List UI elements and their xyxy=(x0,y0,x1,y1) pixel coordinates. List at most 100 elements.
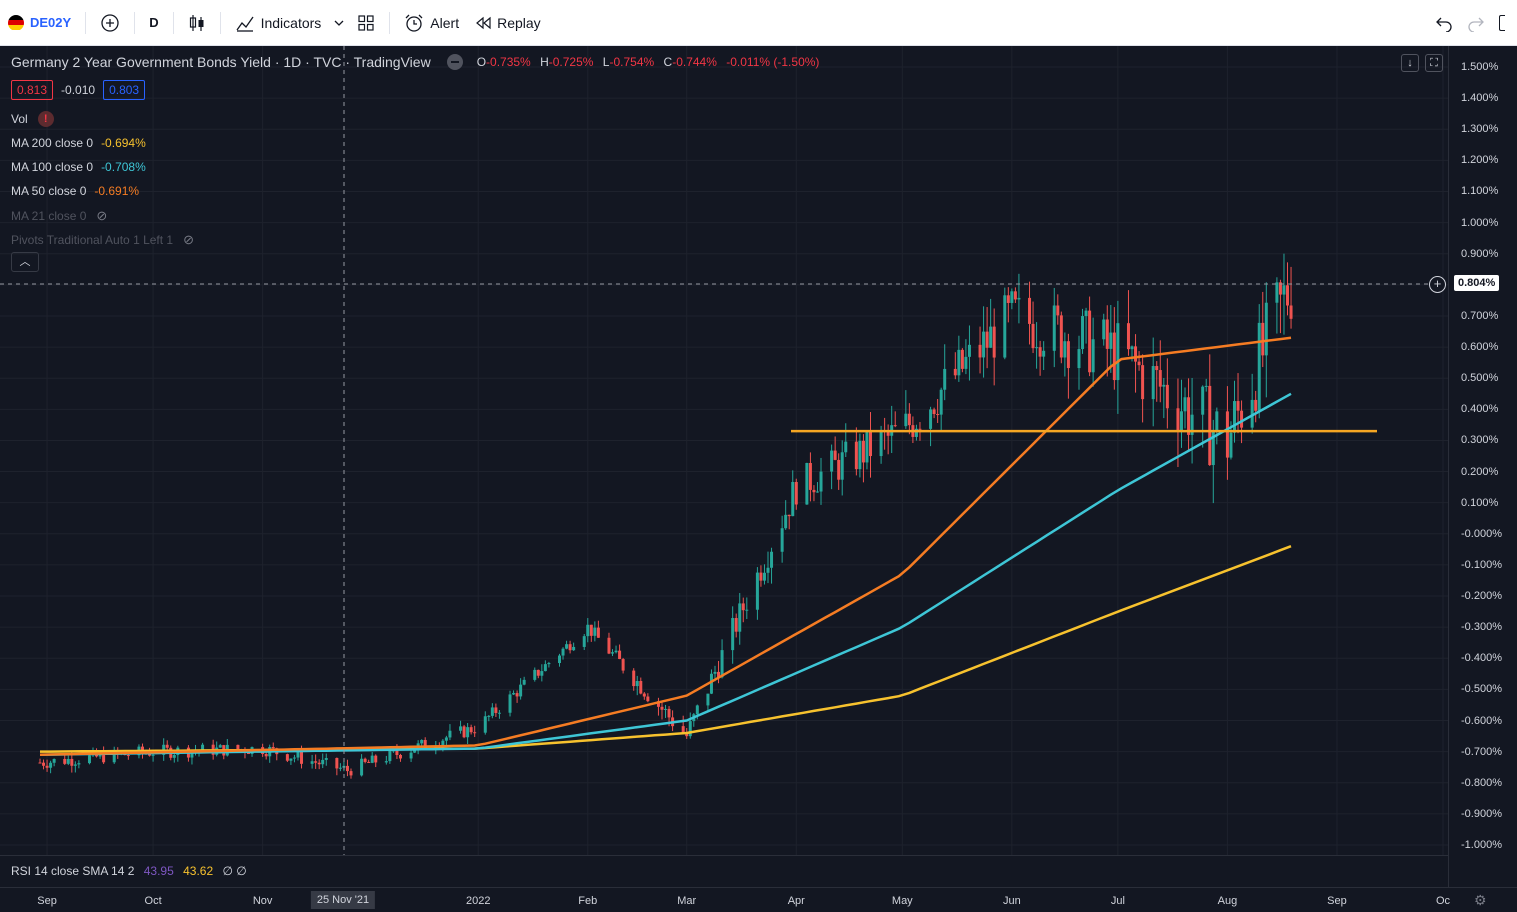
candle-body xyxy=(791,481,795,517)
time-axis[interactable]: 25 Nov '21 ⚙ Sep Oct Nov 2022 Feb Mar Apr May Ju… xyxy=(0,887,1517,912)
high-key: H xyxy=(540,55,549,69)
chart-legend[interactable]: Germany 2 Year Government Bonds Yield · … xyxy=(11,54,825,70)
candle-body xyxy=(285,754,289,761)
price-tick: 1.000% xyxy=(1461,216,1499,229)
gear-icon[interactable]: ⚙ xyxy=(1474,892,1487,908)
candle-body xyxy=(338,767,342,769)
layout-button[interactable] xyxy=(349,7,383,39)
panel-edge-icon[interactable] xyxy=(1499,14,1505,31)
minus-icon[interactable] xyxy=(446,54,463,70)
eye-crossed-icon[interactable]: ⊘ xyxy=(96,208,108,223)
indicators-button[interactable]: Indicators xyxy=(227,7,330,39)
indicator-ma100[interactable]: MA 100 close 0 -0.708% xyxy=(11,160,146,174)
candle-body xyxy=(519,684,523,697)
candle-body xyxy=(42,762,46,766)
candle-body xyxy=(374,755,378,763)
change-value: -0.011% (-1.50%) xyxy=(726,55,820,69)
candle-body xyxy=(1179,411,1183,432)
candle-body xyxy=(1010,291,1014,303)
candle-body xyxy=(1232,401,1236,433)
candle-body xyxy=(1116,323,1120,381)
collapse-legend-button[interactable]: ︿ xyxy=(11,252,39,272)
chart-container[interactable]: Germany 2 Year Government Bonds Yield · … xyxy=(0,46,1517,912)
warning-icon[interactable]: ! xyxy=(37,111,54,127)
indicator-ma200[interactable]: MA 200 close 0 -0.694% xyxy=(11,136,146,150)
candle-body xyxy=(734,618,738,632)
candle-body xyxy=(1254,399,1258,411)
candle-body xyxy=(1278,282,1282,295)
eye-crossed-icon[interactable]: ⊘ xyxy=(183,232,195,247)
candle-body xyxy=(561,648,565,656)
candle-body xyxy=(709,673,713,694)
candle-body xyxy=(989,326,993,348)
interval-button[interactable]: D xyxy=(141,7,166,39)
indicator-ma21[interactable]: MA 21 close 0 ⊘ xyxy=(11,208,107,224)
price-tick: -0.600% xyxy=(1461,714,1502,727)
candle-body xyxy=(52,758,56,763)
bid-price-button[interactable]: 0.813 xyxy=(11,80,54,100)
candle-body xyxy=(1275,282,1279,303)
candle-body xyxy=(1261,322,1265,356)
indicator-templates-button[interactable] xyxy=(329,7,349,39)
divider xyxy=(85,11,87,34)
replay-button[interactable]: Replay xyxy=(467,7,549,39)
candle-body xyxy=(1056,305,1060,316)
candle-body xyxy=(893,425,897,427)
candle-body xyxy=(102,752,106,763)
candle-body xyxy=(112,750,116,763)
scroll-down-button[interactable]: ↓ xyxy=(1401,54,1419,72)
ma100-line xyxy=(39,392,1292,757)
candle-body xyxy=(522,679,526,685)
low-key: L xyxy=(602,55,610,69)
candle-body xyxy=(1204,385,1208,387)
candle-body xyxy=(596,627,600,638)
candle-body xyxy=(717,671,721,678)
rsi-pane[interactable]: RSI 14 close SMA 14 2 43.95 43.62 ∅ ∅ xyxy=(0,855,1448,887)
candle-body xyxy=(310,761,314,764)
alert-button[interactable]: Alert xyxy=(396,7,467,39)
candle-body xyxy=(1081,316,1085,350)
price-tick: 1.100% xyxy=(1461,185,1499,198)
candle-body xyxy=(943,368,947,390)
candle-body xyxy=(1017,297,1021,300)
candle-body xyxy=(967,344,971,357)
candle-body xyxy=(593,627,597,636)
candle-body xyxy=(1225,411,1229,458)
undo-icon[interactable] xyxy=(1435,14,1453,32)
price-tick: 1.500% xyxy=(1461,61,1499,73)
candle-body xyxy=(720,650,724,678)
time-tick: Jun xyxy=(1002,895,1021,907)
indicators-icon xyxy=(236,16,254,32)
maximize-button[interactable]: ⛶ xyxy=(1425,54,1443,72)
indicator-vol[interactable]: Vol ! xyxy=(11,111,54,127)
price-axis[interactable]: 1.500% 1.400% 1.300% 1.200% 1.100% 1.000% 0.90… xyxy=(1448,46,1517,887)
candle-body xyxy=(621,659,625,671)
price-tick: -0.300% xyxy=(1461,621,1502,634)
add-alert-icon[interactable]: + xyxy=(1429,276,1446,293)
candle-body xyxy=(1006,295,1010,303)
candle-body xyxy=(289,758,293,761)
price-tick: 0.900% xyxy=(1461,247,1499,260)
symbol-search-button[interactable]: DE02Y xyxy=(0,7,79,39)
main-plot[interactable] xyxy=(0,46,1448,855)
candle-body xyxy=(172,755,176,758)
price-tick: 0.400% xyxy=(1461,403,1499,416)
candle-body xyxy=(762,572,766,581)
chart-type-button[interactable] xyxy=(180,7,214,39)
close-value: -0.744% xyxy=(672,55,717,69)
compare-button[interactable] xyxy=(92,7,128,39)
redo-icon[interactable] xyxy=(1467,14,1485,32)
time-tick: Feb xyxy=(578,895,598,907)
bid-ask: 0.813 -0.010 0.803 xyxy=(11,80,146,100)
indicator-pivots[interactable]: Pivots Traditional Auto 1 Left 1 ⊘ xyxy=(11,232,194,248)
rsi-sma-value: 43.62 xyxy=(183,864,214,878)
ask-price-button[interactable]: 0.803 xyxy=(103,80,146,100)
time-tick: Aug xyxy=(1217,895,1238,907)
candle-body xyxy=(1240,410,1244,428)
candle-body xyxy=(66,758,70,764)
indicator-ma50[interactable]: MA 50 close 0 -0.691% xyxy=(11,184,139,198)
candle-body xyxy=(830,450,834,472)
candle-body xyxy=(1282,285,1286,295)
candle-body xyxy=(1229,432,1233,458)
rewind-icon xyxy=(476,16,491,29)
